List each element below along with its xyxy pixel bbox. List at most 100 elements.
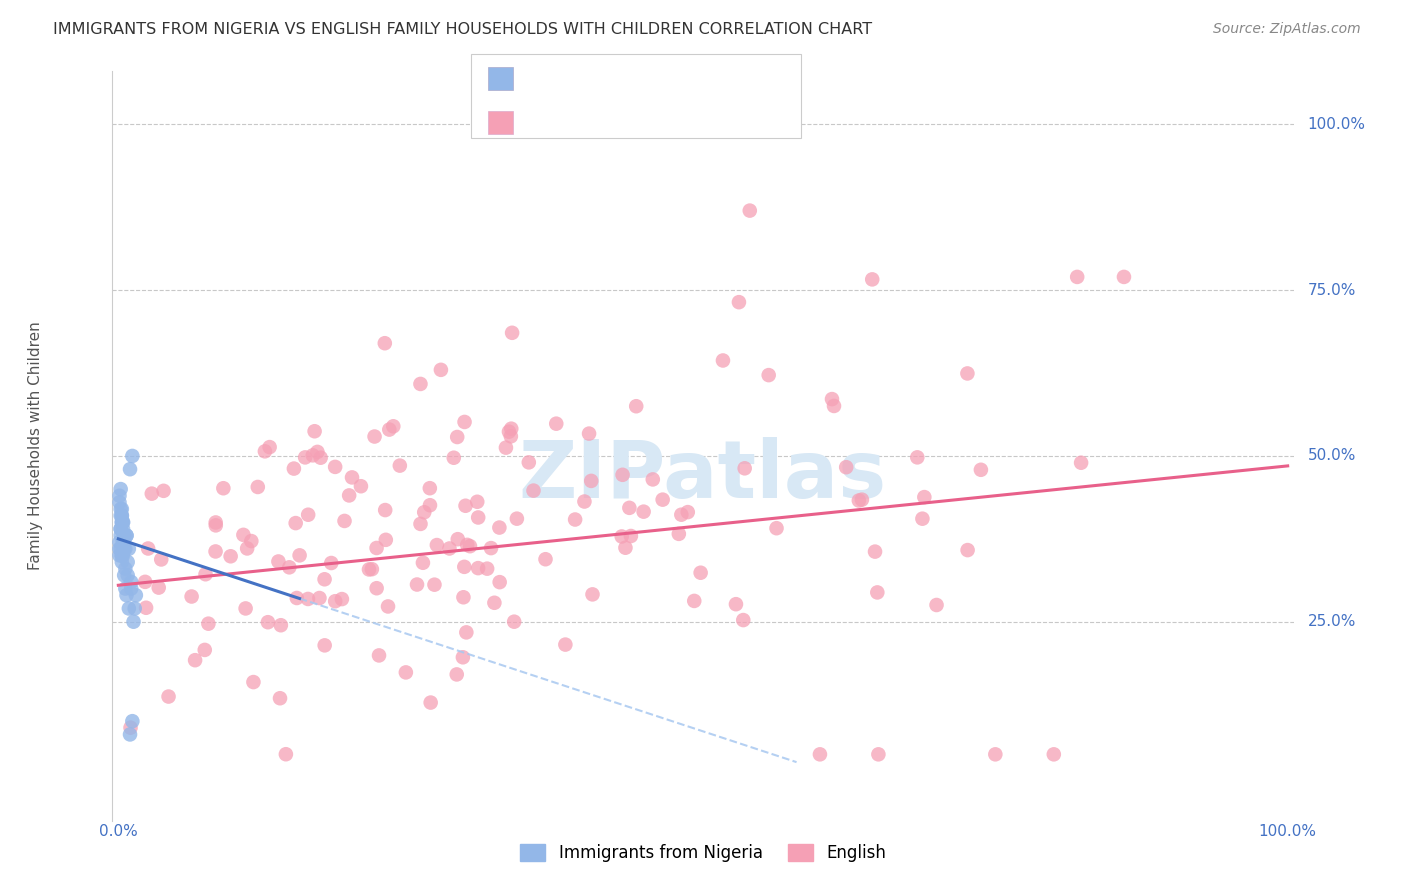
Point [499,429,522,443]
Point [270,618,292,632]
Point [578,426,600,441]
Point [1043,747,1066,762]
Point [111,515,134,529]
Point [112,528,135,542]
Text: 0.346: 0.346 [567,113,626,131]
Point [333,514,356,528]
Point [157,690,180,704]
Point [240,534,263,549]
Point [108,495,131,509]
Point [111,535,134,549]
Point [765,521,787,535]
Point [314,638,336,652]
Point [108,489,131,503]
Point [378,423,401,437]
Point [912,490,935,504]
Point [120,582,142,596]
Point [453,591,475,605]
Text: 50.0%: 50.0% [1308,449,1355,464]
Point [419,498,441,512]
Point [114,541,136,556]
Point [148,581,170,595]
Point [456,538,478,552]
Point [860,272,883,286]
Point [724,597,747,611]
Point [1112,269,1135,284]
Point [426,538,449,552]
Point [323,459,346,474]
Point [136,541,159,556]
Point [821,392,844,406]
Point [135,600,157,615]
Point [620,529,643,543]
Point [308,591,330,605]
Text: 158: 158 [671,113,706,131]
Point [610,529,633,543]
Point [110,541,132,556]
Text: R =: R = [524,113,561,131]
Point [267,554,290,568]
Point [413,505,436,519]
Point [439,541,461,556]
Point [488,575,510,590]
Point [619,500,641,515]
Point [111,515,134,529]
Point [108,549,131,563]
Text: Family Households with Children: Family Households with Children [28,322,44,570]
Point [711,353,734,368]
Point [340,470,363,484]
Point [911,511,934,525]
Point [114,582,136,596]
Text: IMMIGRANTS FROM NIGERIA VS ENGLISH FAMILY HOUSEHOLDS WITH CHILDREN CORRELATION C: IMMIGRANTS FROM NIGERIA VS ENGLISH FAMIL… [53,22,873,37]
Point [110,502,132,516]
Point [430,363,453,377]
Point [734,461,756,475]
Point [374,503,396,517]
Point [124,601,146,615]
Point [307,445,329,459]
Point [534,552,557,566]
Point [1066,269,1088,284]
Point [406,577,429,591]
Point [454,499,477,513]
Point [111,515,134,529]
Point [278,560,301,574]
Point [733,613,755,627]
Point [758,368,780,383]
Point [651,492,673,507]
Point [465,495,488,509]
Point [366,581,388,595]
Point [150,552,173,566]
Point [110,482,132,496]
Point [409,376,432,391]
Point [363,429,385,443]
Point [309,450,332,465]
Point [118,601,141,615]
Point [503,615,526,629]
Point [197,616,219,631]
Point [956,367,979,381]
Point [419,481,441,495]
Text: Source: ZipAtlas.com: Source: ZipAtlas.com [1213,22,1361,37]
Point [614,541,637,555]
Point [212,481,235,495]
Point [110,528,132,542]
Point [633,505,655,519]
Point [257,615,280,630]
Point [501,326,523,340]
Point [612,467,634,482]
Point [121,449,143,463]
Text: N=: N= [634,70,665,87]
Text: N=: N= [634,113,665,131]
Text: ZIPatlas: ZIPatlas [519,437,887,515]
Point [728,295,751,310]
Point [456,625,478,640]
Text: -0.327: -0.327 [567,70,626,87]
Point [269,691,291,706]
Point [297,591,319,606]
Point [152,483,174,498]
Point [284,516,307,530]
Point [458,539,481,553]
Point [835,460,858,475]
Point [204,544,226,558]
